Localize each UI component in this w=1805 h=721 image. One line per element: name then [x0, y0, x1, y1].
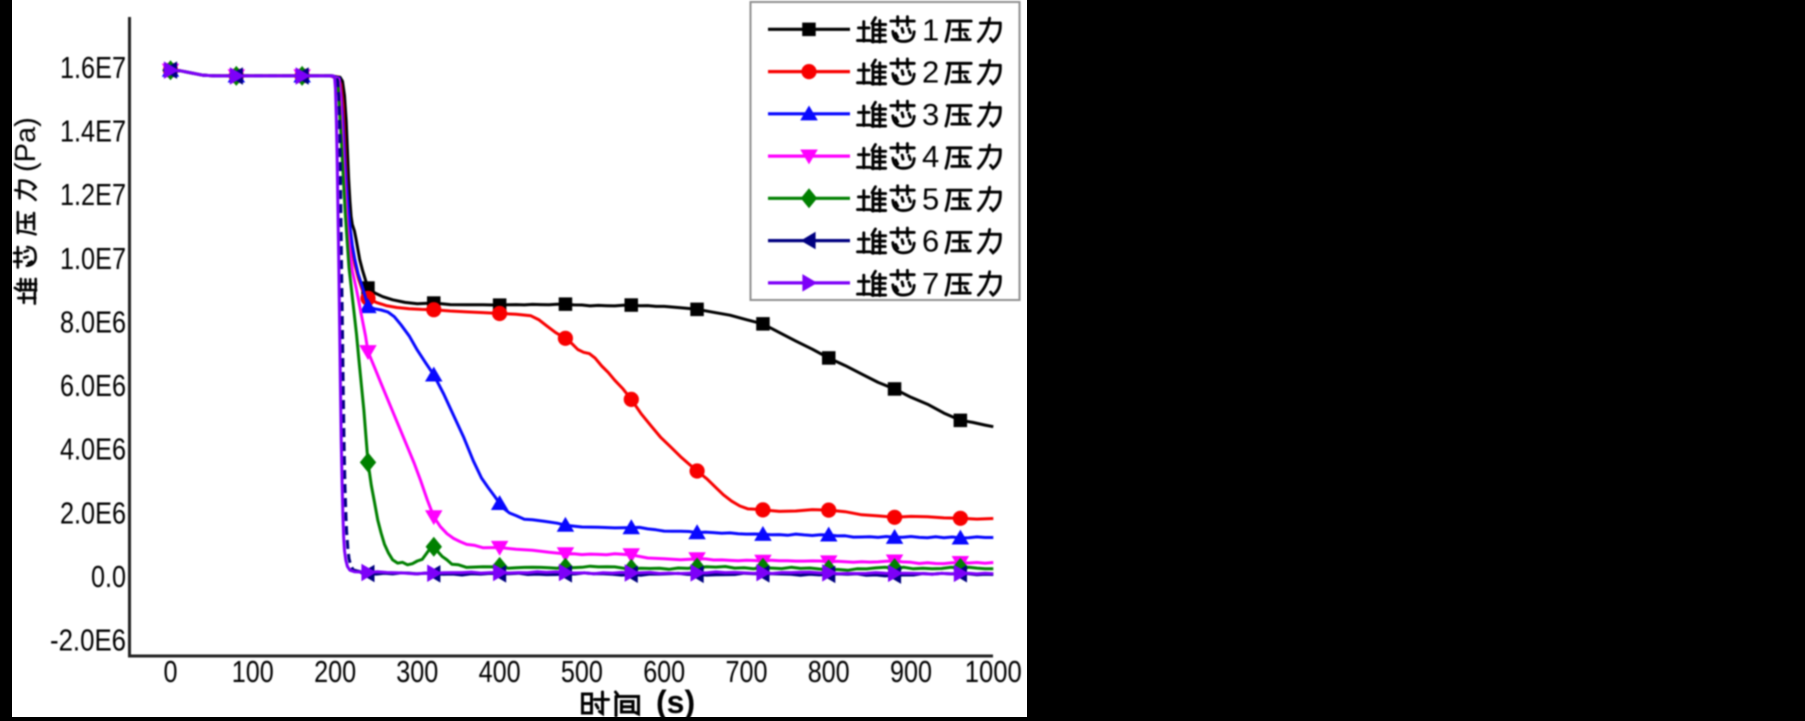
svg-text:-2.0E6: -2.0E6 [50, 623, 126, 658]
svg-text:0.0: 0.0 [91, 559, 126, 594]
svg-text:1.2E7: 1.2E7 [60, 177, 126, 212]
svg-text:0: 0 [164, 654, 178, 689]
svg-text:800: 800 [808, 654, 850, 689]
svg-text:7: 7 [922, 266, 939, 301]
svg-text:(Pa): (Pa) [10, 117, 42, 172]
svg-text:900: 900 [890, 654, 932, 689]
svg-text:4: 4 [922, 139, 939, 174]
svg-text:1: 1 [922, 12, 939, 47]
svg-text:8.0E6: 8.0E6 [60, 305, 126, 340]
svg-text:4.0E6: 4.0E6 [60, 432, 126, 467]
svg-text:5: 5 [922, 181, 939, 216]
svg-text:2.0E6: 2.0E6 [60, 495, 126, 530]
svg-text:700: 700 [726, 654, 768, 689]
svg-text:300: 300 [396, 654, 438, 689]
svg-text:1.6E7: 1.6E7 [60, 50, 126, 85]
svg-text:(s): (s) [656, 684, 695, 720]
svg-text:1000: 1000 [965, 654, 1022, 689]
svg-text:1.0E7: 1.0E7 [60, 241, 126, 276]
svg-text:400: 400 [479, 654, 521, 689]
svg-text:6.0E6: 6.0E6 [60, 368, 126, 403]
svg-text:6: 6 [922, 224, 939, 259]
svg-text:2: 2 [922, 55, 939, 90]
svg-text:600: 600 [643, 654, 685, 689]
svg-text:100: 100 [232, 654, 274, 689]
svg-text:500: 500 [561, 654, 603, 689]
svg-text:200: 200 [314, 654, 356, 689]
svg-text:1.4E7: 1.4E7 [60, 114, 126, 149]
svg-text:3: 3 [922, 97, 939, 132]
